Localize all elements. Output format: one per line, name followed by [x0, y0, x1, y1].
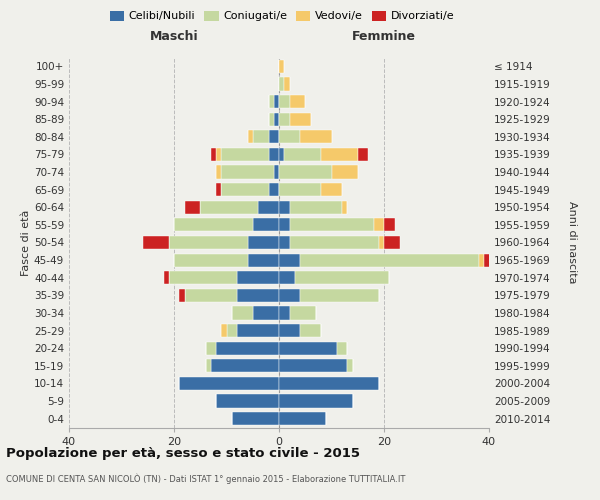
Bar — [279, 289, 300, 302]
Bar — [379, 236, 384, 249]
Bar — [384, 236, 400, 249]
Bar — [384, 218, 395, 232]
Bar — [290, 95, 305, 108]
Bar — [290, 218, 373, 232]
Bar — [279, 183, 321, 196]
Bar — [179, 377, 279, 390]
Bar — [221, 183, 269, 196]
Bar — [216, 342, 279, 355]
Bar — [279, 78, 284, 90]
Bar — [216, 183, 221, 196]
Text: Femmine: Femmine — [352, 30, 416, 44]
Bar — [237, 289, 279, 302]
Bar — [221, 166, 274, 178]
Legend: Celibi/Nubili, Coniugati/e, Vedovi/e, Divorziati/e: Celibi/Nubili, Coniugati/e, Vedovi/e, Di… — [110, 10, 454, 22]
Bar — [274, 112, 279, 126]
Text: COMUNE DI CENTA SAN NICOLÒ (TN) - Dati ISTAT 1° gennaio 2015 - Elaborazione TUTT: COMUNE DI CENTA SAN NICOLÒ (TN) - Dati I… — [6, 474, 406, 484]
Bar — [269, 183, 279, 196]
Y-axis label: Fasce di età: Fasce di età — [21, 210, 31, 276]
Y-axis label: Anni di nascita: Anni di nascita — [567, 201, 577, 284]
Bar — [279, 166, 331, 178]
Bar — [279, 306, 290, 320]
Bar — [279, 394, 353, 407]
Bar — [205, 359, 211, 372]
Text: Popolazione per età, sesso e stato civile - 2015: Popolazione per età, sesso e stato civil… — [6, 448, 360, 460]
Bar — [179, 289, 185, 302]
Bar — [484, 254, 494, 266]
Bar — [269, 95, 274, 108]
Bar — [284, 148, 321, 161]
Bar — [227, 324, 237, 337]
Bar — [274, 95, 279, 108]
Bar — [248, 236, 279, 249]
Bar — [279, 236, 290, 249]
Bar — [221, 324, 227, 337]
Bar — [279, 271, 295, 284]
Bar — [258, 200, 279, 214]
Bar — [300, 289, 379, 302]
Bar — [174, 254, 248, 266]
Bar — [163, 271, 169, 284]
Bar — [347, 359, 353, 372]
Bar — [185, 289, 237, 302]
Bar — [279, 324, 300, 337]
Bar — [342, 200, 347, 214]
Bar — [290, 306, 316, 320]
Bar — [358, 148, 368, 161]
Bar — [279, 254, 300, 266]
Bar — [279, 359, 347, 372]
Bar — [279, 148, 284, 161]
Bar — [221, 148, 269, 161]
Bar — [279, 60, 284, 73]
Bar — [279, 412, 326, 426]
Bar — [279, 130, 300, 143]
Bar — [216, 166, 221, 178]
Bar — [174, 218, 253, 232]
Bar — [216, 148, 221, 161]
Bar — [200, 200, 258, 214]
Bar — [237, 271, 279, 284]
Bar — [290, 112, 311, 126]
Bar — [169, 236, 248, 249]
Bar — [248, 254, 279, 266]
Bar — [321, 183, 342, 196]
Bar — [279, 112, 290, 126]
Bar — [279, 342, 337, 355]
Bar — [300, 130, 331, 143]
Bar — [279, 95, 290, 108]
Bar — [321, 148, 358, 161]
Bar — [290, 236, 379, 249]
Bar — [295, 271, 389, 284]
Bar — [269, 112, 274, 126]
Bar — [337, 342, 347, 355]
Bar — [237, 324, 279, 337]
Bar — [205, 342, 216, 355]
Bar — [479, 254, 484, 266]
Bar — [232, 412, 279, 426]
Bar — [185, 200, 200, 214]
Bar — [279, 218, 290, 232]
Bar — [211, 148, 216, 161]
Bar — [143, 236, 169, 249]
Bar — [253, 130, 269, 143]
Bar — [284, 78, 290, 90]
Bar — [253, 218, 279, 232]
Bar — [269, 130, 279, 143]
Bar — [274, 166, 279, 178]
Bar — [279, 200, 290, 214]
Bar — [248, 130, 253, 143]
Bar — [269, 148, 279, 161]
Bar — [300, 254, 479, 266]
Bar — [232, 306, 253, 320]
Bar — [373, 218, 384, 232]
Bar — [169, 271, 237, 284]
Bar — [331, 166, 358, 178]
Bar — [279, 377, 379, 390]
Bar — [300, 324, 321, 337]
Bar — [216, 394, 279, 407]
Text: Maschi: Maschi — [149, 30, 199, 44]
Bar — [211, 359, 279, 372]
Bar — [253, 306, 279, 320]
Bar — [290, 200, 342, 214]
